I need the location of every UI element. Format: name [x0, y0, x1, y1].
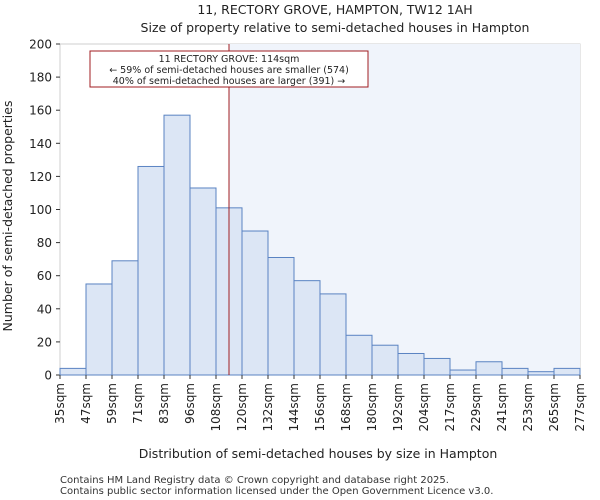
chart-subtitle: Size of property relative to semi-detach…	[141, 20, 530, 35]
histogram-bar	[449, 369, 477, 376]
y-tick-label: 160	[29, 104, 52, 118]
x-tick-label: 265sqm	[547, 383, 561, 431]
x-tick-label: 144sqm	[287, 383, 301, 431]
x-axis-ticks: 35sqm 47sqm 59sqm 71sqm 83sqm 96sqm 108sqm 120s…	[53, 375, 587, 431]
histogram-bar	[397, 352, 425, 376]
annotation-line-3: 40% of semi-detached houses are larger (…	[113, 76, 346, 87]
x-tick-label: 71sqm	[131, 383, 145, 424]
histogram-bar	[163, 114, 191, 376]
histogram-bar	[267, 256, 295, 376]
histogram-bar	[553, 367, 581, 376]
y-tick-label: 200	[29, 38, 52, 52]
y-tick-label: 60	[37, 269, 52, 283]
x-tick-label: 204sqm	[417, 383, 431, 431]
histogram-bar	[85, 283, 113, 376]
y-axis-ticks: 0 20 40 60 80 100 120 140 160 180 200	[29, 38, 60, 383]
y-tick-label: 0	[44, 369, 52, 383]
chart-title: 11, RECTORY GROVE, HAMPTON, TW12 1AH	[197, 2, 472, 17]
x-tick-label: 241sqm	[495, 383, 509, 431]
y-tick-label: 80	[37, 236, 52, 250]
histogram-bar	[371, 344, 399, 376]
footer-line-1: Contains HM Land Registry data © Crown c…	[60, 475, 449, 486]
histogram-bar	[423, 357, 451, 376]
x-tick-label: 108sqm	[209, 383, 223, 431]
x-tick-label: 192sqm	[391, 383, 405, 431]
x-tick-label: 120sqm	[235, 383, 249, 431]
y-tick-label: 180	[29, 71, 52, 85]
x-tick-label: 156sqm	[313, 383, 327, 431]
x-tick-label: 96sqm	[183, 383, 197, 424]
y-tick-label: 100	[29, 203, 52, 217]
y-tick-label: 120	[29, 170, 52, 184]
x-tick-label: 253sqm	[521, 383, 535, 431]
x-tick-label: 277sqm	[573, 383, 587, 431]
bars	[59, 114, 581, 376]
histogram-bar	[293, 280, 321, 376]
y-tick-label: 140	[29, 137, 52, 151]
x-tick-label: 180sqm	[365, 383, 379, 431]
histogram-bar	[501, 367, 529, 376]
x-tick-label: 59sqm	[105, 383, 119, 424]
x-tick-label: 83sqm	[157, 383, 171, 424]
histogram-bar	[475, 361, 503, 376]
y-axis-label: Number of semi-detached properties	[0, 101, 15, 332]
x-tick-label: 168sqm	[339, 383, 353, 431]
histogram-bar	[319, 293, 347, 376]
x-axis-label: Distribution of semi-detached houses by …	[139, 446, 498, 461]
annotation-line-2: ← 59% of semi-detached houses are smalle…	[109, 65, 349, 76]
annotation-line-1: 11 RECTORY GROVE: 114sqm	[159, 54, 300, 65]
histogram-bar	[111, 260, 139, 376]
x-tick-label: 229sqm	[469, 383, 483, 431]
annotation-box	[89, 50, 369, 88]
histogram-bar	[527, 371, 555, 376]
histogram-bar	[137, 165, 165, 376]
histogram-bar	[59, 367, 87, 376]
histogram-bar	[189, 187, 217, 376]
x-tick-label: 217sqm	[443, 383, 457, 431]
x-tick-label: 132sqm	[261, 383, 275, 431]
y-tick-label: 20	[37, 335, 52, 349]
x-tick-label: 47sqm	[79, 383, 93, 424]
y-tick-label: 40	[37, 302, 52, 316]
footer-line-2: Contains public sector information licen…	[60, 486, 493, 497]
histogram-bar	[345, 334, 373, 376]
x-tick-label: 35sqm	[53, 383, 67, 424]
histogram-bar	[241, 230, 269, 376]
